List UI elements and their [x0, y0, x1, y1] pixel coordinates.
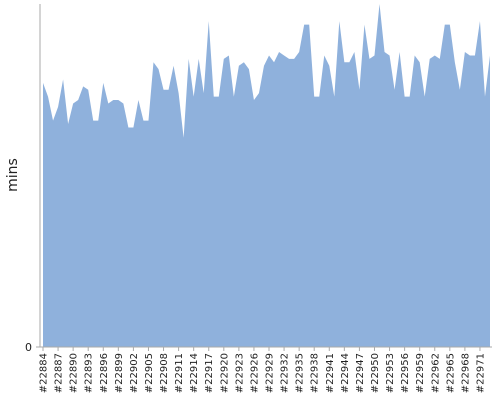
- x-tick-label: #22950: [370, 353, 381, 393]
- x-tick-label: #22935: [295, 353, 306, 393]
- x-tick-label: #22959: [415, 353, 426, 393]
- x-tick-label: #22941: [325, 353, 336, 393]
- x-tick-label: #22965: [445, 353, 456, 393]
- area: [43, 4, 490, 347]
- x-tick-label: #22944: [340, 353, 351, 393]
- x-tick-label: #22938: [310, 353, 321, 393]
- x-tick-label: #22911: [174, 353, 185, 393]
- x-tick-label: #22917: [204, 353, 215, 393]
- x-tick-label: #22896: [99, 353, 110, 393]
- x-tick-label: #22926: [249, 353, 260, 393]
- x-tick-label: #22902: [129, 353, 140, 393]
- x-tick-label: #22947: [355, 353, 366, 393]
- y-tick-label: 0: [25, 341, 32, 354]
- x-tick-label: #22962: [430, 353, 441, 393]
- x-tick-label: #22920: [219, 353, 230, 393]
- y-axis-label: mins: [5, 158, 21, 192]
- x-tick-label: #22923: [234, 353, 245, 393]
- x-tick-label: #22929: [265, 353, 276, 393]
- x-tick-label: #22953: [385, 353, 396, 393]
- x-tick-label: #22932: [280, 353, 291, 393]
- x-tick-label: #22905: [144, 353, 155, 393]
- x-tick-label: #22968: [460, 353, 471, 393]
- x-tick-label: #22971: [475, 353, 486, 393]
- x-tick-label: #22899: [114, 353, 125, 393]
- x-tick-label: #22884: [39, 353, 50, 393]
- x-tick-label: #22890: [69, 353, 80, 393]
- x-tick-label: #22908: [159, 353, 170, 393]
- x-tick-label: #22914: [189, 353, 200, 393]
- x-tick-label: #22956: [400, 353, 411, 393]
- x-tick-label: #22887: [54, 353, 65, 393]
- x-tick-label: #22893: [84, 353, 95, 393]
